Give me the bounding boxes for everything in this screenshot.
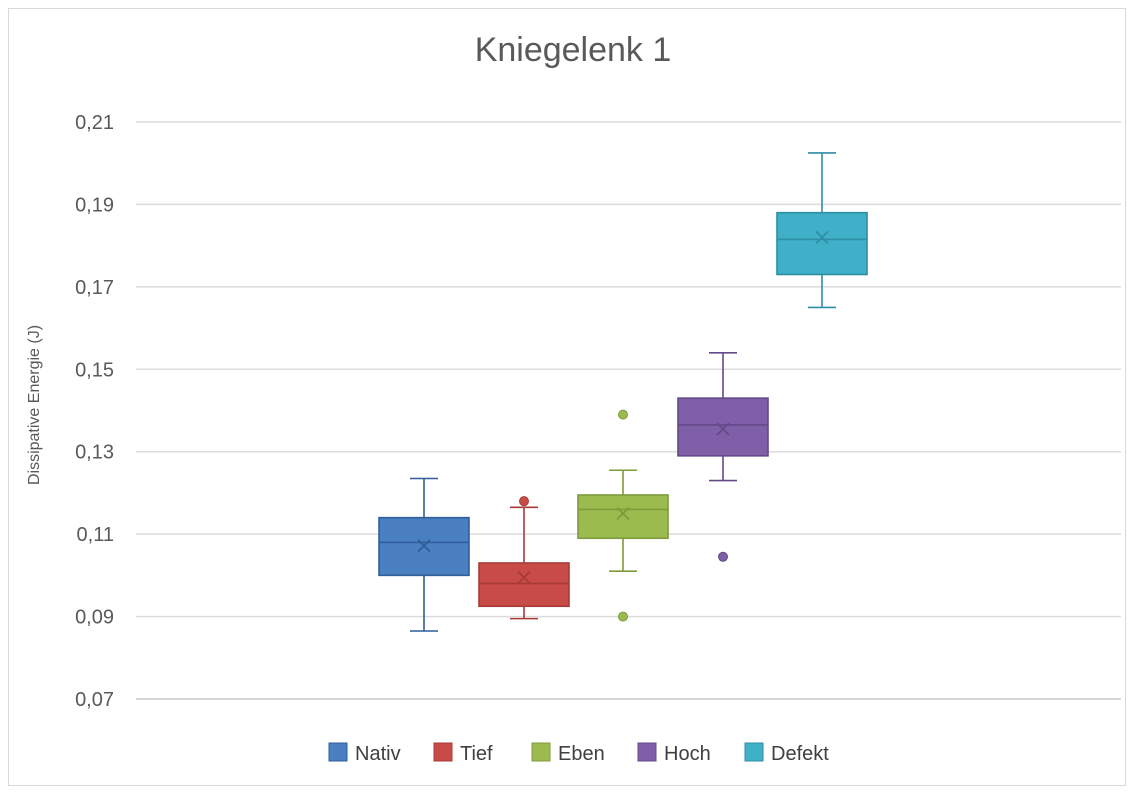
legend-swatch-nativ: [328, 742, 348, 762]
y-tick-label: 0,09: [75, 607, 114, 629]
box-defekt: [776, 152, 868, 309]
legend: Nativ Tief Eben Hoch Defekt: [328, 742, 829, 765]
legend-label-defekt: Defekt: [771, 743, 829, 765]
outlier-point: [718, 551, 728, 562]
box-hoch: [677, 351, 769, 562]
legend-swatch-tief: [433, 742, 453, 762]
legend-label-hoch: Hoch: [664, 743, 711, 765]
box-body: [478, 562, 570, 608]
chart-frame: Kniegelenk 1 Dissipative Energie (J) 0,2…: [8, 8, 1126, 786]
legend-label-nativ: Nativ: [355, 743, 401, 765]
mean-marker: [517, 570, 531, 585]
y-tick-label: 0,15: [75, 359, 114, 381]
legend-swatch-defekt: [744, 742, 764, 762]
outlier-point: [618, 611, 628, 622]
y-tick-label: 0,11: [77, 524, 114, 546]
box-body: [776, 211, 868, 276]
box-body: [677, 397, 769, 457]
box-eben: [577, 409, 669, 622]
y-tick-label: 0,13: [75, 442, 114, 464]
boxes: [378, 152, 868, 632]
mean-marker: [616, 506, 630, 521]
legend-swatch-eben: [531, 742, 551, 762]
chart-title: Kniegelenk 1: [475, 31, 672, 69]
legend-label-eben: Eben: [558, 743, 605, 765]
y-axis-ticks: 0,21 0,19 0,17 0,15 0,13 0,11 0,09 0,07: [75, 112, 114, 711]
gridlines: [136, 121, 1121, 700]
outlier-point: [519, 496, 529, 507]
y-axis-label: Dissipative Energie (J): [26, 325, 43, 485]
y-tick-label: 0,21: [75, 112, 114, 134]
y-tick-label: 0,07: [75, 689, 114, 711]
legend-label-tief: Tief: [460, 743, 493, 765]
box-body: [577, 494, 669, 540]
legend-swatch-hoch: [637, 742, 657, 762]
mean-marker: [815, 230, 829, 245]
y-tick-label: 0,17: [75, 277, 114, 299]
box-tief: [478, 496, 570, 620]
box-plot-chart: Kniegelenk 1 Dissipative Energie (J) 0,2…: [26, 31, 1121, 765]
box-nativ: [378, 477, 470, 632]
y-tick-label: 0,19: [75, 194, 114, 216]
mean-marker: [417, 539, 431, 553]
mean-marker: [716, 422, 730, 436]
outlier-point: [618, 409, 628, 420]
